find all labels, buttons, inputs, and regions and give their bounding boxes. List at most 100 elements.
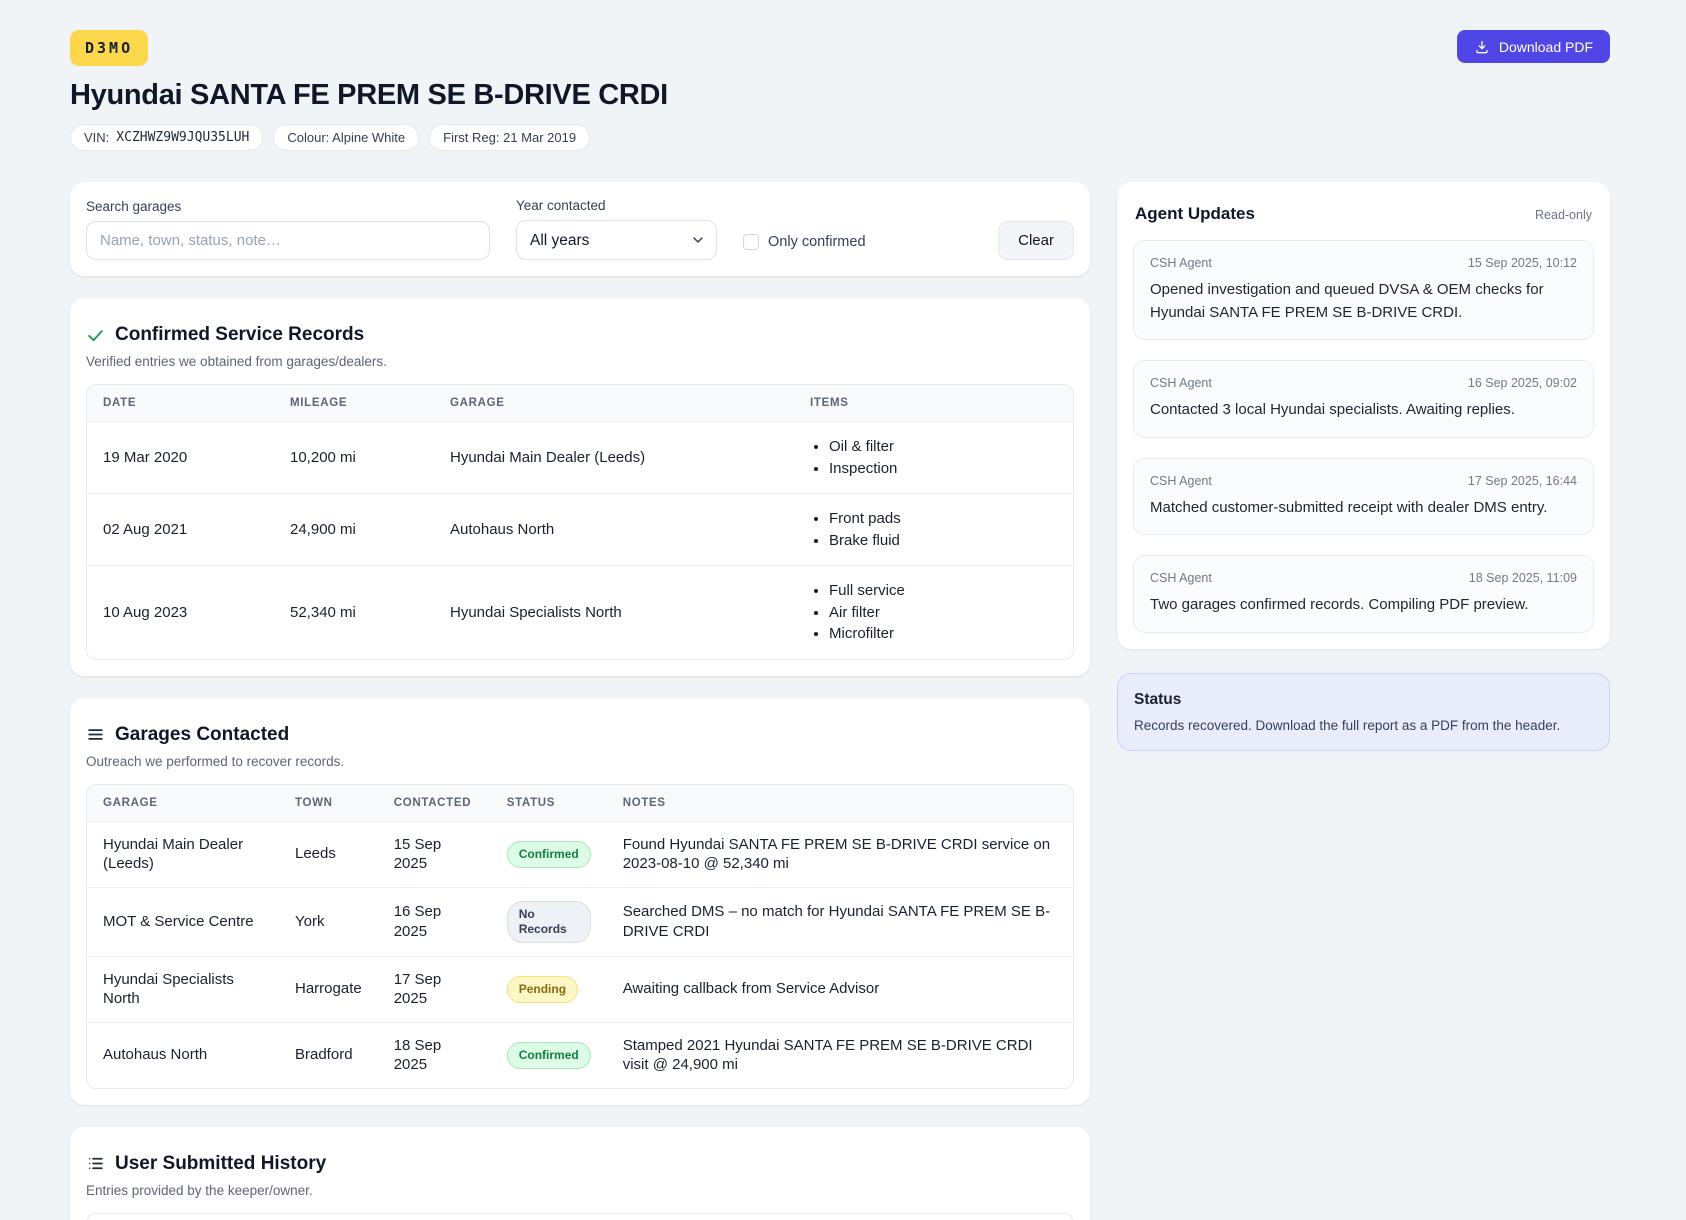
status-badge: Confirmed — [506, 840, 591, 868]
filter-card: Search garages Year contacted All years … — [70, 182, 1090, 276]
record-garage: Hyundai Specialists North — [434, 565, 794, 659]
garage-row: MOT & Service Centre York 16 Sep 2025 No… — [87, 886, 1073, 956]
garage-name: Autohaus North — [87, 1021, 279, 1088]
record-mileage: 24,900 mi — [274, 493, 434, 566]
column-header: Town — [295, 796, 333, 809]
record-items: Full serviceAir filterMicrofilter — [794, 565, 1073, 659]
service-item: Brake fluid — [829, 531, 1057, 551]
column-header: Garage — [103, 796, 158, 809]
column-header: Status — [506, 796, 556, 809]
confirmed-records-table: Date Mileage Garage Items 19 Mar 2020 10,20… — [87, 385, 1073, 659]
chip-label: VIN: — [84, 130, 110, 145]
status-badge: No Records — [506, 900, 591, 943]
year-contacted-label: Year contacted — [516, 198, 606, 213]
update-author: CSH Agent — [1150, 473, 1212, 488]
garage-status-cell: No Records — [490, 886, 607, 956]
user-history-title: User Submitted History — [115, 1152, 327, 1174]
bullet-list-icon — [88, 1157, 103, 1170]
service-record-row: 19 Mar 2020 10,200 mi Hyundai Main Deale… — [87, 421, 1073, 494]
service-item: Air filter — [829, 603, 1057, 623]
service-record-row: 02 Aug 2021 24,900 mi Autohaus North Fro… — [87, 493, 1073, 566]
garage-row: Autohaus North Bradford 18 Sep 2025 Conf… — [87, 1021, 1073, 1088]
search-garages-input[interactable] — [86, 221, 490, 260]
status-panel-message: Records recovered. Download the full rep… — [1134, 717, 1561, 733]
record-mileage: 52,340 mi — [274, 565, 434, 659]
garage-town: York — [279, 886, 378, 956]
record-items: Oil & filterInspection — [794, 421, 1073, 494]
update-timestamp: 15 Sep 2025, 10:12 — [1467, 256, 1577, 270]
garage-name: MOT & Service Centre — [87, 886, 279, 956]
record-items: Front padsBrake fluid — [794, 493, 1073, 566]
garage-name: Hyundai Specialists North — [87, 955, 279, 1022]
download-icon — [1476, 40, 1488, 53]
chip-label: First Reg: 21 Mar 2019 — [443, 130, 577, 145]
record-date: 19 Mar 2020 — [87, 421, 274, 494]
record-date: 02 Aug 2021 — [87, 493, 274, 566]
garages-contacted-card: Garages Contacted Outreach we performed … — [70, 697, 1090, 1105]
readonly-label: Read-only — [1535, 208, 1592, 222]
garage-town: Bradford — [279, 1021, 378, 1088]
garage-contacted-date: 18 Sep 2025 — [377, 1021, 491, 1088]
record-garage: Hyundai Main Dealer (Leeds) — [434, 421, 794, 494]
confirmed-records-header-row: Date Mileage Garage Items — [87, 385, 1073, 422]
garage-name: Hyundai Main Dealer (Leeds) — [87, 820, 279, 887]
service-item: Front pads — [829, 509, 1057, 529]
update-author: CSH Agent — [1150, 256, 1212, 270]
user-history-card: User Submitted History Entries provided … — [70, 1126, 1090, 1220]
agent-updates-card: Agent Updates Read-only CSH Agent 15 Sep… — [1117, 182, 1610, 649]
garage-notes: Awaiting callback from Service Advisor — [606, 955, 1073, 1022]
vehicle-chips: VIN: XCZHWZ9W9JQU35LUH Colour: Alpine Wh… — [70, 124, 1610, 151]
update-message: Two garages confirmed records. Compiling… — [1150, 596, 1529, 613]
garage-notes: Stamped 2021 Hyundai SANTA FE PREM SE B-… — [606, 1021, 1073, 1088]
column-header: Items — [810, 397, 849, 409]
status-badge: Pending — [506, 975, 579, 1003]
chip-label: Colour: Alpine White — [287, 130, 406, 145]
vehicle-chip: First Reg: 21 Mar 2019 — [429, 124, 591, 151]
garage-row: Hyundai Main Dealer (Leeds) Leeds 15 Sep… — [87, 820, 1073, 887]
vehicle-chip: VIN: XCZHWZ9W9JQU35LUH — [70, 124, 264, 151]
chip-value: XCZHWZ9W9JQU35LUH — [116, 130, 250, 145]
service-item: Inspection — [829, 459, 1057, 479]
menu-lines-icon — [88, 729, 103, 740]
record-date: 10 Aug 2023 — [87, 565, 274, 659]
agent-updates-title: Agent Updates — [1135, 204, 1255, 223]
agent-update-entry: CSH Agent 16 Sep 2025, 09:02 Contacted 3… — [1133, 360, 1594, 438]
garages-contacted-subtitle: Outreach we performed to recover records… — [86, 753, 345, 769]
garage-contacted-date: 16 Sep 2025 — [377, 886, 491, 956]
column-header: Notes — [622, 796, 666, 809]
service-record-row: 10 Aug 2023 52,340 mi Hyundai Specialist… — [87, 565, 1073, 659]
agent-update-entry: CSH Agent 15 Sep 2025, 10:12 Opened inve… — [1133, 240, 1594, 340]
vehicle-chip: Colour: Alpine White — [273, 124, 420, 151]
user-history-list: 12 Sep 2020 15,800 mi — [86, 1212, 1074, 1220]
download-pdf-label: Download PDF — [1498, 38, 1593, 55]
column-header: Mileage — [290, 397, 348, 409]
record-garage: Autohaus North — [434, 493, 794, 566]
sidebar: Agent Updates Read-only CSH Agent 15 Sep… — [1117, 182, 1610, 751]
demo-badge: D3MO — [70, 30, 149, 66]
garage-contacted-date: 17 Sep 2025 — [377, 955, 491, 1022]
update-message: Matched customer-submitted receipt with … — [1150, 498, 1548, 516]
column-header: Date — [103, 397, 137, 409]
confirmed-records-subtitle: Verified entries we obtained from garage… — [86, 354, 387, 369]
only-confirmed-checkbox[interactable] — [743, 234, 759, 250]
garages-contacted-header-row: Garage Town Contacted Status Notes — [87, 784, 1073, 821]
status-badge: Confirmed — [506, 1041, 591, 1069]
update-message: Contacted 3 local Hyundai specialists. A… — [1150, 401, 1515, 418]
only-confirmed-toggle[interactable]: Only confirmed — [743, 234, 866, 250]
agent-update-entry: CSH Agent 17 Sep 2025, 16:44 Matched cus… — [1133, 457, 1594, 535]
page-title: Hyundai SANTA FE PREM SE B-DRIVE CRDI — [70, 79, 668, 111]
confirmed-records-card: Confirmed Service Records Verified entri… — [70, 298, 1090, 676]
update-timestamp: 16 Sep 2025, 09:02 — [1467, 376, 1577, 390]
garage-notes: Found Hyundai SANTA FE PREM SE B-DRIVE C… — [606, 820, 1073, 887]
check-icon — [88, 329, 103, 341]
garage-row: Hyundai Specialists North Harrogate 17 S… — [87, 955, 1073, 1022]
update-message: Opened investigation and queued DVSA & O… — [1150, 281, 1544, 321]
year-contacted-select[interactable]: All years — [516, 220, 717, 260]
garage-town: Harrogate — [279, 955, 378, 1022]
download-pdf-button[interactable]: Download PDF — [1456, 30, 1610, 63]
clear-filters-button[interactable]: Clear — [998, 221, 1074, 260]
status-panel: Status Records recovered. Download the f… — [1117, 672, 1610, 751]
user-history-subtitle: Entries provided by the keeper/owner. — [86, 1182, 313, 1198]
service-item: Oil & filter — [829, 437, 1057, 457]
